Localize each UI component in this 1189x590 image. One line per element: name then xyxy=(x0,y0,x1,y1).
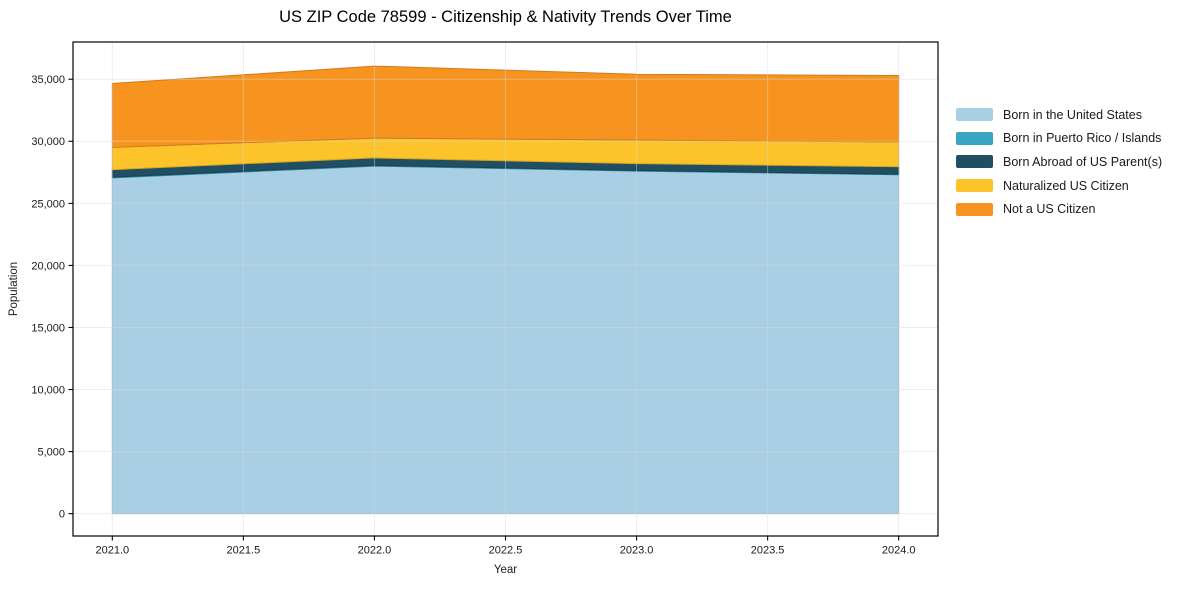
x-tick-label: 2024.0 xyxy=(882,545,916,557)
y-tick-label: 10,000 xyxy=(31,384,65,396)
chart-title: US ZIP Code 78599 - Citizenship & Nativi… xyxy=(279,8,732,26)
legend-label: Born in the United States xyxy=(1003,107,1142,122)
y-tick-label: 5,000 xyxy=(37,446,65,458)
y-tick-label: 30,000 xyxy=(31,136,65,148)
x-tick-label: 2023.0 xyxy=(620,545,654,557)
legend-label: Born in Puerto Rico / Islands xyxy=(1003,131,1162,146)
legend-label: Naturalized US Citizen xyxy=(1003,178,1129,193)
legend-label: Not a US Citizen xyxy=(1003,202,1096,217)
legend-label: Born Abroad of US Parent(s) xyxy=(1003,154,1163,169)
legend-row-naturalized-us-citizen: Naturalized US Citizen xyxy=(956,174,1162,198)
y-tick-label: 0 xyxy=(59,509,65,521)
x-axis-label: Year xyxy=(493,564,518,576)
legend-row-born-in-puerto-rico-islands: Born in Puerto Rico / Islands xyxy=(956,127,1162,151)
y-tick-label: 35,000 xyxy=(31,74,65,86)
x-tick-label: 2021.5 xyxy=(227,545,261,557)
legend: Born in the United States Born in Puerto … xyxy=(956,103,1162,221)
x-tick-label: 2022.5 xyxy=(489,545,523,557)
legend-swatch-born-in-puerto-rico-islands xyxy=(956,131,993,145)
legend-swatch-naturalized-us-citizen xyxy=(956,179,993,193)
y-axis-label: Population xyxy=(8,261,20,317)
legend-row-not-a-us-citizen: Not a US Citizen xyxy=(956,197,1162,221)
legend-swatch-not-a-us-citizen xyxy=(956,202,993,216)
x-tick-label: 2023.5 xyxy=(751,545,785,557)
legend-swatch-born-in-the-united-states xyxy=(956,108,993,122)
area-not-a-us-citizen xyxy=(111,65,900,148)
legend-row-born-abroad-of-us-parent-s: Born Abroad of US Parent(s) xyxy=(956,150,1162,174)
y-tick-label: 25,000 xyxy=(31,198,65,210)
legend-swatch-born-abroad-of-us-parent-s xyxy=(956,155,993,169)
legend-row-born-in-the-united-states: Born in the United States xyxy=(956,103,1162,127)
x-tick-label: 2021.0 xyxy=(95,545,129,557)
y-tick-label: 15,000 xyxy=(31,322,65,334)
y-tick-label: 20,000 xyxy=(31,260,65,272)
x-tick-label: 2022.0 xyxy=(358,545,392,557)
